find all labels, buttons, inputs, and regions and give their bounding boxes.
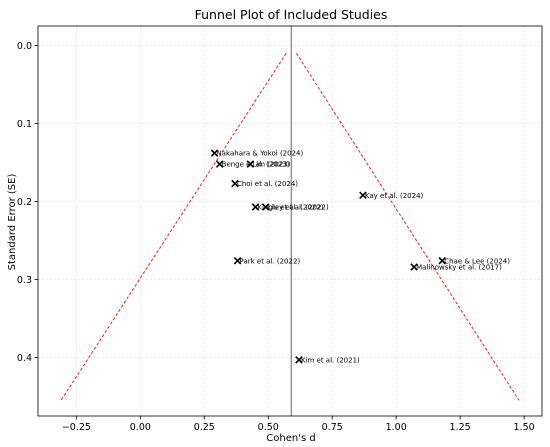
study-label: Kim et al. (2021) xyxy=(301,356,360,364)
study-label: Park et al. (2022) xyxy=(240,257,301,265)
study-label: Liu et al. (2022) xyxy=(268,203,324,211)
study-point: Lim (2023) xyxy=(246,160,291,169)
funnel-lines xyxy=(60,26,520,416)
y-tick-label: 0.3 xyxy=(17,275,32,286)
study-marker xyxy=(210,149,219,157)
study-marker xyxy=(438,257,446,265)
x-tick-label: 1.25 xyxy=(450,422,471,433)
study-marker xyxy=(231,179,239,188)
x-tick-label: −0.25 xyxy=(62,422,91,433)
study-label: Kay et al. (2024) xyxy=(365,192,424,200)
y-axis-label: Standard Error (SE) xyxy=(7,174,18,271)
x-axis-label: Cohen's d xyxy=(266,433,315,444)
plot-frame xyxy=(37,25,543,417)
study-point: Benge et al. (2023) xyxy=(215,160,290,169)
study-point: Malinowsky et al. (2017) xyxy=(410,263,502,272)
x-tick-label: 1.50 xyxy=(514,422,535,433)
study-label: Choi et al. (2024) xyxy=(237,180,298,188)
study-marker xyxy=(215,160,224,168)
grid xyxy=(38,26,542,416)
x-tick-label: 0.50 xyxy=(258,422,279,433)
study-marker xyxy=(251,203,260,211)
study-label: Malinowsky et al. (2017) xyxy=(416,264,502,272)
y-tick-label: 0.1 xyxy=(17,119,32,130)
study-point: Kim et al. (2021) xyxy=(295,356,360,364)
study-point: Kay et al. (2024) xyxy=(359,191,424,200)
study-label: Kingley et al. (2022) xyxy=(257,203,329,211)
chart-title: Funnel Plot of Included Studies xyxy=(195,7,388,22)
y-tick-label: 0.0 xyxy=(17,41,32,52)
study-point: Nakahara & Yokoi (2024) xyxy=(210,149,304,158)
x-tick-label: 0.75 xyxy=(322,422,343,433)
study-label: Lim (2023) xyxy=(252,161,290,169)
study-point: Chae & Lee (2024) xyxy=(438,257,510,265)
x-tick-label: 0.00 xyxy=(130,422,151,433)
study-label: Nakahara & Yokoi (2024) xyxy=(217,150,304,158)
study-point: Kingley et al. (2022) xyxy=(251,203,329,211)
axis-ticks: −0.25 0.00 0.25 0.50 0.75 1.00 1.25 1.50 0.0 0.1 0… xyxy=(17,41,535,433)
study-points: Nakahara & Yokoi (2024) Benge et al. (202… xyxy=(210,149,510,364)
study-marker xyxy=(410,263,418,271)
study-marker xyxy=(261,203,270,211)
study-point: Choi et al. (2024) xyxy=(231,179,298,188)
study-label: Chae & Lee (2024) xyxy=(444,257,510,265)
y-tick-label: 0.2 xyxy=(17,197,32,208)
x-tick-label: 0.25 xyxy=(194,422,215,433)
study-marker xyxy=(246,160,255,168)
study-point: Park et al. (2022) xyxy=(233,257,301,265)
funnel-boundary-line xyxy=(60,53,287,401)
study-marker xyxy=(359,191,367,200)
study-label: Benge et al. (2023) xyxy=(222,161,290,169)
x-tick-label: 1.00 xyxy=(386,422,407,433)
study-marker xyxy=(233,257,242,265)
study-point: Liu et al. (2022) xyxy=(261,203,324,211)
funnel-boundary-line xyxy=(295,53,520,401)
y-tick-label: 0.4 xyxy=(17,353,32,364)
study-marker xyxy=(295,356,303,364)
